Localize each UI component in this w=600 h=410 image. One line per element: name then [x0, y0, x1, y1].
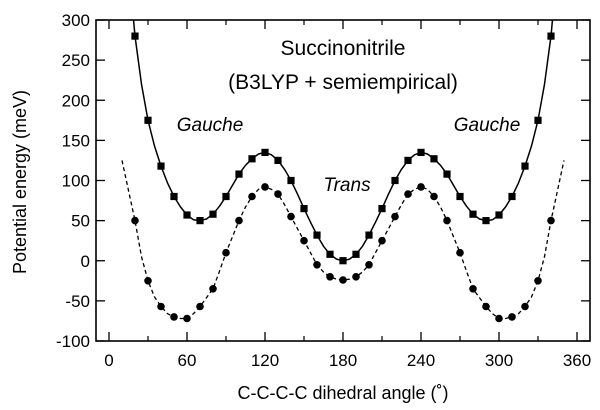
- series-1-point: [352, 250, 360, 258]
- series-1-point: [430, 155, 438, 163]
- series-1-point: [196, 217, 204, 225]
- annotation-trans: Trans: [323, 175, 371, 196]
- series-1-point: [521, 162, 529, 170]
- series-2-point: [404, 190, 412, 198]
- series-2-point: [521, 302, 529, 311]
- series-2-point: [274, 190, 282, 198]
- series-2-point: [196, 302, 204, 311]
- series-2-point: [248, 192, 256, 201]
- series-2-point: [352, 273, 360, 281]
- x-tick-label: 300: [485, 351, 513, 370]
- chart-subtitle: (B3LYP + semiempirical): [228, 71, 458, 94]
- x-tick-label: 0: [104, 351, 113, 370]
- series-1-point: [274, 156, 282, 164]
- series-2-point: [508, 313, 516, 321]
- x-tick-label: 60: [178, 351, 197, 370]
- series-1-point: [547, 32, 555, 40]
- series-1-point: [365, 231, 373, 239]
- y-tick-label: 0: [81, 252, 90, 271]
- series-2-point: [157, 302, 165, 311]
- series-2-point: [313, 261, 321, 269]
- series-1-point: [222, 192, 230, 201]
- y-axis-title: Potential energy (meV): [10, 90, 30, 274]
- ticks-layer: [96, 19, 590, 342]
- series-2-point: [300, 236, 308, 245]
- series-1-point: [469, 210, 477, 218]
- series-1-point: [300, 205, 308, 213]
- series-2-point: [261, 183, 269, 191]
- annotation-gauche-left: Gauche: [177, 115, 244, 136]
- series-1-point: [170, 192, 178, 201]
- series-2-point: [534, 277, 542, 285]
- series-2-point: [495, 314, 503, 323]
- markers-layer: [131, 32, 555, 323]
- series-1-point: [261, 148, 269, 156]
- y-tick-label: 50: [71, 212, 90, 231]
- series-1-point: [313, 231, 321, 239]
- series-1-point: [326, 250, 334, 258]
- series-2-point: [222, 248, 230, 257]
- series-1-point: [508, 192, 516, 201]
- series-2-point: [391, 212, 399, 221]
- series-2-point: [456, 248, 464, 257]
- y-tick-label: 250: [62, 51, 90, 70]
- series-1-point: [248, 155, 256, 163]
- series-2-point: [430, 192, 438, 201]
- y-tick-label: 100: [62, 172, 90, 191]
- y-tick-label: 200: [62, 91, 90, 110]
- tick-labels-layer: 0 60 120 180 240 300 360 -100 -50 0 50 100 150 200 250…: [56, 11, 591, 370]
- annotation-gauche-right: Gauche: [454, 115, 521, 136]
- y-tick-label: 150: [62, 131, 90, 150]
- series-2-point: [365, 261, 373, 269]
- x-tick-label: 120: [251, 351, 279, 370]
- series-1-point: [456, 192, 464, 201]
- series-2-point: [547, 216, 555, 225]
- series-2-point: [417, 183, 425, 191]
- series-2-point: [235, 216, 243, 225]
- series-2-point: [209, 285, 217, 293]
- series-1-point: [131, 32, 139, 40]
- x-tick-label: 180: [329, 351, 357, 370]
- series-1-point: [495, 211, 503, 219]
- series-1-point: [391, 176, 399, 185]
- series-1-point: [339, 257, 347, 265]
- series-1-point: [144, 116, 152, 124]
- chart-title: Succinonitrile: [281, 37, 406, 60]
- series-2-point: [287, 212, 295, 221]
- series-1-point: [209, 210, 217, 218]
- x-tick-label: 360: [563, 351, 591, 370]
- y-tick-label: 300: [62, 11, 90, 30]
- series-1-point: [157, 162, 165, 170]
- y-tick-label: -100: [56, 332, 90, 351]
- series-2-point: [131, 216, 139, 225]
- series-2-point: [443, 216, 451, 225]
- series-1-point: [404, 156, 412, 164]
- series-2-point: [326, 273, 334, 281]
- series-1-point: [235, 170, 243, 178]
- series-1-point: [417, 148, 425, 156]
- series-1-point: [482, 217, 490, 225]
- series-1-point: [287, 176, 295, 185]
- series-2-point: [170, 313, 178, 321]
- series-2-point: [469, 285, 477, 293]
- series-1-point: [443, 170, 451, 178]
- x-tick-label: 240: [407, 351, 435, 370]
- series-2-point: [183, 314, 191, 323]
- series-2-point: [378, 236, 386, 245]
- series-2-point: [144, 277, 152, 285]
- series-2-point: [339, 276, 347, 284]
- series-2-point: [482, 302, 490, 311]
- x-axis-title: C-C-C-C dihedral angle (˚): [237, 383, 448, 403]
- series-1-point: [183, 211, 191, 219]
- series-1-point: [534, 116, 542, 124]
- y-tick-label: -50: [65, 292, 90, 311]
- series-1-point: [378, 205, 386, 213]
